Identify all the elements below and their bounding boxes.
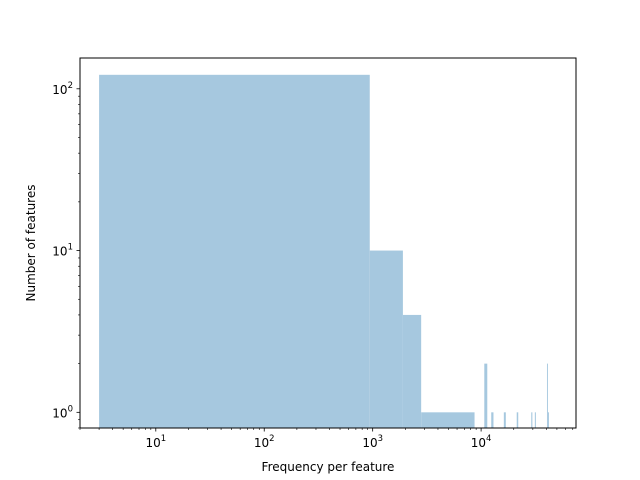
histogram-bar-2 <box>402 314 422 428</box>
x-major-ticks: 101 102 103 104 <box>145 428 491 450</box>
histogram-bar-0 <box>99 74 370 428</box>
histogram-bar-5 <box>491 412 494 428</box>
histogram-bar-7 <box>516 412 519 428</box>
histogram-bar-1 <box>369 250 403 428</box>
histogram-bar-11 <box>547 412 549 428</box>
histogram-bar-9 <box>534 412 536 428</box>
bars-group <box>99 74 549 428</box>
histogram-bar-10 <box>546 363 548 428</box>
histogram-bar-4 <box>484 363 488 428</box>
x-minor-ticks <box>79 428 574 430</box>
histogram-bar-8 <box>531 412 533 428</box>
plot-frame <box>79 57 577 429</box>
y-axis-label: Number of features <box>24 185 38 302</box>
histogram-bar-6 <box>503 412 506 428</box>
histogram-bar-3 <box>421 412 475 428</box>
x-axis-label: Frequency per feature <box>262 460 395 474</box>
